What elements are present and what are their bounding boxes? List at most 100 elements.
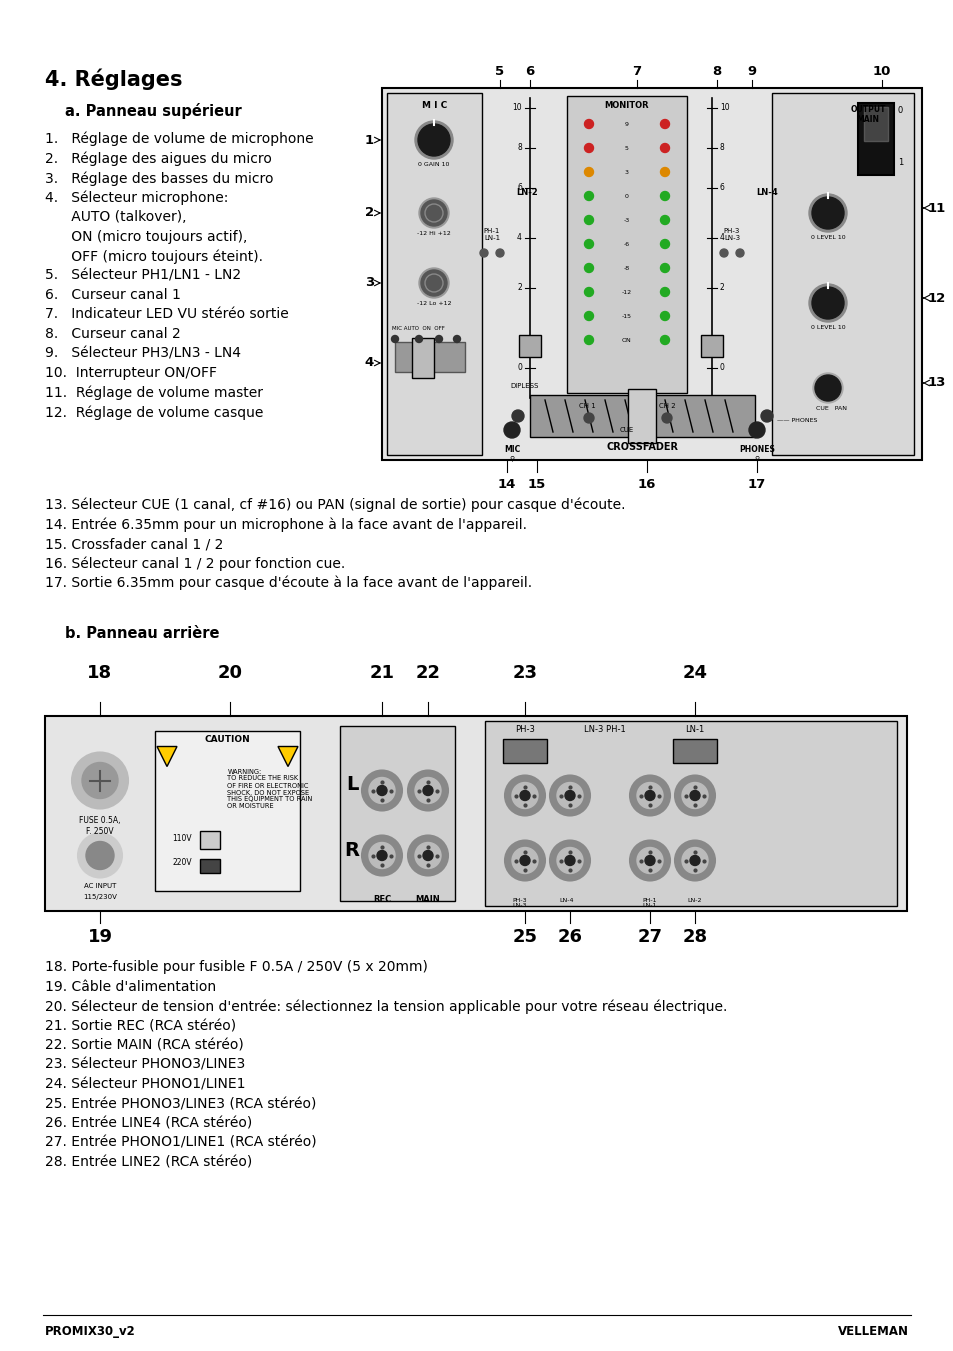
Circle shape <box>369 843 395 869</box>
Text: 26. Entrée LINE4 (RCA stéréo): 26. Entrée LINE4 (RCA stéréo) <box>45 1116 252 1131</box>
Circle shape <box>675 775 714 816</box>
Text: 5.   Sélecteur PH1/LN1 - LN2: 5. Sélecteur PH1/LN1 - LN2 <box>45 269 241 282</box>
Text: 20: 20 <box>217 665 242 682</box>
Text: ON: ON <box>621 338 631 343</box>
Bar <box>700 335 722 357</box>
Text: PROMIX30_v2: PROMIX30_v2 <box>45 1325 135 1337</box>
Text: 25: 25 <box>512 928 537 947</box>
Text: 8.   Curseur canal 2: 8. Curseur canal 2 <box>45 327 180 340</box>
Circle shape <box>422 785 433 796</box>
Text: 8: 8 <box>720 143 724 153</box>
Text: 24: 24 <box>681 665 707 682</box>
Text: 2.   Réglage des aigues du micro: 2. Réglage des aigues du micro <box>45 151 272 166</box>
Text: 21: 21 <box>369 665 395 682</box>
Text: 2: 2 <box>720 284 724 293</box>
Circle shape <box>422 851 433 861</box>
Bar <box>771 93 913 455</box>
Text: PH-3
LN-3: PH-3 LN-3 <box>723 228 740 240</box>
Circle shape <box>659 335 669 345</box>
Circle shape <box>519 790 530 801</box>
Text: 6: 6 <box>517 184 521 192</box>
Text: 26: 26 <box>557 928 582 947</box>
Text: WARNING:
TO REDUCE THE RISK
OF FIRE OR ELECTRONIC
SHOCK, DO NOT EXPOSE
THIS EQUI: WARNING: TO REDUCE THE RISK OF FIRE OR E… <box>227 769 313 809</box>
Circle shape <box>417 124 450 155</box>
Circle shape <box>584 168 593 177</box>
Circle shape <box>629 840 669 881</box>
Text: 2: 2 <box>364 207 374 219</box>
Bar <box>200 831 220 848</box>
Bar <box>566 96 686 393</box>
Circle shape <box>644 790 655 801</box>
Text: 22. Sortie MAIN (RCA stéréo): 22. Sortie MAIN (RCA stéréo) <box>45 1039 244 1052</box>
Text: 3: 3 <box>364 277 374 289</box>
Circle shape <box>496 249 503 257</box>
Circle shape <box>550 775 589 816</box>
Polygon shape <box>157 747 177 766</box>
Bar <box>412 338 434 378</box>
Text: 9.   Sélecteur PH3/LN3 - LN4: 9. Sélecteur PH3/LN3 - LN4 <box>45 346 241 361</box>
Text: LN-2: LN-2 <box>516 188 537 197</box>
Text: -3: -3 <box>623 218 630 223</box>
Circle shape <box>659 288 669 296</box>
Text: 4: 4 <box>517 234 521 242</box>
Circle shape <box>748 422 764 438</box>
Text: 8: 8 <box>517 143 521 153</box>
Text: 4.   Sélecteur microphone:: 4. Sélecteur microphone: <box>45 190 228 205</box>
Circle shape <box>564 790 575 801</box>
Text: OFF (micro toujours éteint).: OFF (micro toujours éteint). <box>45 249 263 263</box>
Text: 17. Sortie 6.35mm pour casque d'écoute à la face avant de l'appareil.: 17. Sortie 6.35mm pour casque d'écoute à… <box>45 576 532 590</box>
Text: MAIN: MAIN <box>416 896 440 905</box>
Bar <box>339 725 455 901</box>
Circle shape <box>629 775 669 816</box>
Text: b. Panneau arrière: b. Panneau arrière <box>65 626 219 640</box>
Circle shape <box>808 195 846 232</box>
Bar <box>484 720 896 905</box>
Circle shape <box>584 263 593 273</box>
Text: 6: 6 <box>525 65 534 78</box>
Text: 0: 0 <box>624 193 628 199</box>
Text: M I C: M I C <box>421 101 447 109</box>
Circle shape <box>519 855 530 866</box>
Bar <box>45 716 906 911</box>
Circle shape <box>418 199 449 228</box>
Circle shape <box>71 753 128 808</box>
Circle shape <box>557 782 582 808</box>
Circle shape <box>415 122 453 159</box>
Text: 3: 3 <box>624 169 628 174</box>
Text: 110V: 110V <box>172 834 192 843</box>
Text: -12 Hi +12: -12 Hi +12 <box>416 231 451 236</box>
Text: 25. Entrée PHONO3/LINE3 (RCA stéréo): 25. Entrée PHONO3/LINE3 (RCA stéréo) <box>45 1097 316 1111</box>
Text: LN-1: LN-1 <box>684 725 704 735</box>
Circle shape <box>659 168 669 177</box>
Bar <box>530 394 754 436</box>
Circle shape <box>808 284 846 322</box>
Text: 4: 4 <box>364 357 374 370</box>
Text: 4: 4 <box>720 234 724 242</box>
Text: ♀: ♀ <box>754 455 759 461</box>
Circle shape <box>659 192 669 200</box>
Text: AUTO (talkover),: AUTO (talkover), <box>45 209 186 224</box>
Text: 21. Sortie REC (RCA stéréo): 21. Sortie REC (RCA stéréo) <box>45 1019 236 1034</box>
Text: 19. Câble d'alimentation: 19. Câble d'alimentation <box>45 979 216 994</box>
Text: 10: 10 <box>872 65 890 78</box>
Bar <box>387 93 481 455</box>
Text: 10.  Interrupteur ON/OFF: 10. Interrupteur ON/OFF <box>45 366 216 380</box>
Text: 16: 16 <box>638 478 656 490</box>
Text: 19: 19 <box>88 928 112 947</box>
Text: VELLEMAN: VELLEMAN <box>837 1325 908 1337</box>
Text: 24. Sélecteur PHONO1/LINE1: 24. Sélecteur PHONO1/LINE1 <box>45 1078 245 1092</box>
Circle shape <box>760 409 772 422</box>
Text: 7.   Indicateur LED VU stéréo sortie: 7. Indicateur LED VU stéréo sortie <box>45 308 289 322</box>
Text: —— PHONES: —— PHONES <box>776 417 817 423</box>
Text: 28: 28 <box>681 928 707 947</box>
Text: MONITOR: MONITOR <box>604 101 649 109</box>
Circle shape <box>86 842 113 870</box>
Circle shape <box>376 851 387 861</box>
Text: LN-2: LN-2 <box>687 897 701 902</box>
Circle shape <box>361 770 401 811</box>
Circle shape <box>811 286 843 319</box>
Text: -12 Lo +12: -12 Lo +12 <box>416 301 451 305</box>
Circle shape <box>584 239 593 249</box>
Text: CUE: CUE <box>619 427 634 434</box>
Text: 15. Crossfader canal 1 / 2: 15. Crossfader canal 1 / 2 <box>45 536 223 551</box>
